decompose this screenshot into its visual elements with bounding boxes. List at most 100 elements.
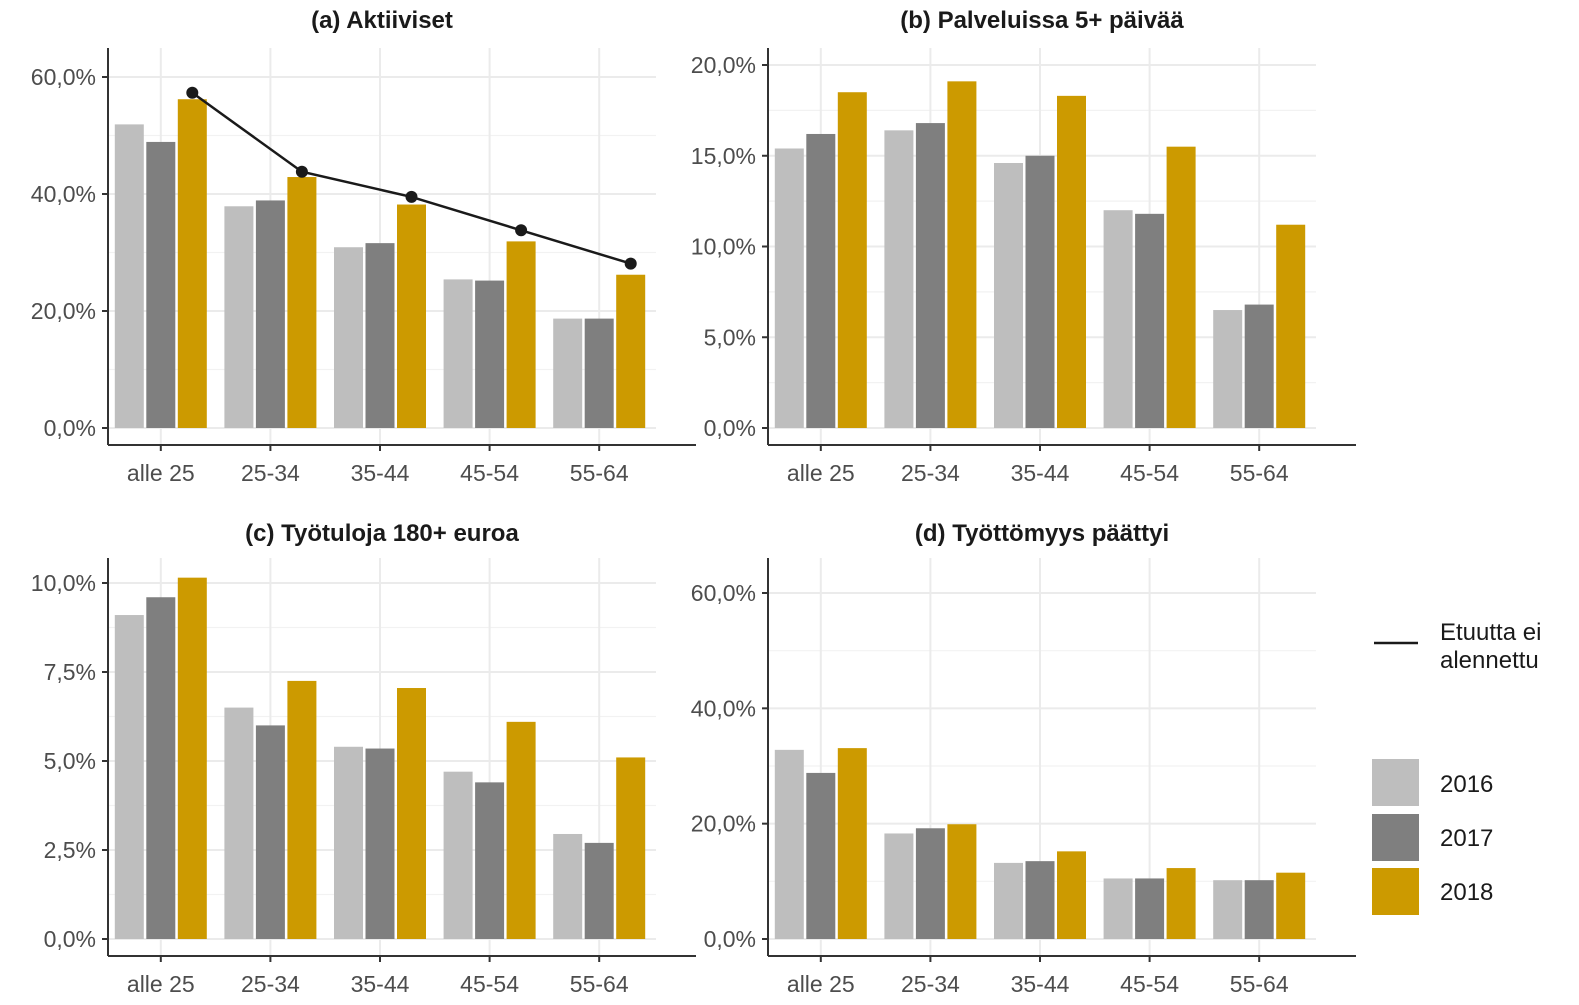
legend-swatch-2018 [1372, 868, 1419, 915]
x-tick-label: 45-54 [460, 971, 519, 997]
bar-c-2017-3 [475, 782, 505, 939]
x-tick-label: 35-44 [1011, 971, 1070, 997]
bar-d-2018-2 [1057, 851, 1086, 939]
panel-a-title: (a) Aktiiviset [311, 7, 453, 34]
panel-c-title: (c) Työtuloja 180+ euroa [245, 520, 519, 547]
bar-b-2018-4 [1276, 224, 1306, 428]
x-tick-label: 45-54 [1120, 971, 1179, 997]
x-tick-label: 55-64 [1230, 971, 1289, 997]
y-tick-label: 40,0% [691, 695, 756, 721]
bar-c-2018-3 [506, 721, 536, 939]
panel-b-title: (b) Palveluissa 5+ päivää [900, 7, 1184, 34]
bar-d-2016-1 [884, 833, 914, 939]
bar-a-2017-1 [255, 200, 285, 428]
bar-c-2017-4 [584, 842, 614, 939]
bar-a-2016-0 [114, 124, 144, 428]
bar-a-2018-1 [287, 177, 317, 428]
bar-c-2016-2 [334, 746, 363, 939]
bar-d-2016-0 [774, 749, 804, 939]
bar-c-2017-2 [365, 748, 395, 939]
x-tick-label: alle 25 [787, 460, 855, 486]
bar-a-2018-2 [397, 204, 426, 428]
panel-a: (a) Aktiiviset 0,0% 20,0% 40,0% 60,0% alle 25… [31, 7, 696, 486]
bar-d-2017-2 [1025, 861, 1055, 939]
y-tick-label: 15,0% [691, 143, 756, 169]
bar-d-2017-0 [806, 772, 836, 939]
bar-d-2017-4 [1244, 880, 1274, 939]
y-tick-label: 7,5% [44, 659, 96, 685]
legend: Etuutta ei alennettu 2016 2017 2018 [1372, 619, 1541, 915]
bar-b-2016-2 [994, 163, 1023, 428]
y-tick-label: 60,0% [691, 580, 756, 606]
bar-d-2016-3 [1103, 878, 1133, 939]
bar-c-2018-4 [616, 757, 646, 939]
y-tick-label: 5,0% [44, 748, 96, 774]
bar-b-2017-1 [915, 123, 945, 428]
bar-d-2018-0 [837, 748, 867, 939]
x-tick-label: 55-64 [1230, 460, 1289, 486]
panel-d-title: (d) Työttömyys päättyi [915, 520, 1169, 547]
y-tick-label: 0,0% [44, 926, 96, 952]
bar-a-2018-4 [616, 274, 646, 428]
x-tick-label: 25-34 [241, 460, 300, 486]
bar-a-2017-4 [584, 318, 614, 428]
x-tick-label: 25-34 [901, 460, 960, 486]
bar-b-2017-4 [1244, 304, 1274, 428]
bar-a-2016-3 [443, 279, 473, 428]
y-tick-label: 5,0% [704, 324, 756, 350]
legend-swatch-2016 [1372, 759, 1419, 806]
y-tick-label: 40,0% [31, 181, 96, 207]
y-tick-label: 10,0% [691, 234, 756, 260]
legend-swatch-2017 [1372, 814, 1419, 861]
x-tick-label: 35-44 [1011, 460, 1070, 486]
x-tick-label: 55-64 [570, 971, 629, 997]
legend-line-label-1: Etuutta ei [1440, 619, 1541, 646]
legend-label-2018: 2018 [1440, 879, 1493, 906]
x-tick-label: alle 25 [787, 971, 855, 997]
x-tick-label: 45-54 [460, 460, 519, 486]
x-tick-label: 35-44 [351, 971, 410, 997]
bar-d-2016-4 [1213, 880, 1243, 939]
y-tick-label: 20,0% [31, 298, 96, 324]
panel-c: (c) Työtuloja 180+ euroa 0,0% 2,5% 5,0% 7,5%… [31, 520, 696, 997]
bar-b-2016-0 [774, 148, 804, 429]
bar-d-2018-1 [947, 824, 977, 939]
bar-c-2017-0 [146, 597, 176, 939]
line-point-0 [186, 86, 199, 99]
bar-c-2017-1 [255, 725, 285, 939]
bar-a-2018-0 [177, 99, 207, 428]
bar-a-2016-1 [224, 206, 254, 428]
bar-c-2018-2 [397, 688, 426, 939]
y-tick-label: 0,0% [44, 415, 96, 441]
bar-b-2018-3 [1166, 146, 1196, 429]
line-point-2 [405, 190, 418, 203]
legend-label-2016: 2016 [1440, 771, 1493, 798]
bar-a-2016-4 [553, 318, 583, 428]
bar-a-2017-2 [365, 243, 395, 428]
x-tick-label: 55-64 [570, 460, 629, 486]
bar-c-2016-1 [224, 707, 254, 939]
legend-line-label-2: alennettu [1440, 647, 1539, 674]
y-tick-label: 2,5% [44, 837, 96, 863]
bar-a-2017-3 [475, 280, 505, 428]
x-tick-label: 35-44 [351, 460, 410, 486]
bar-d-2017-3 [1135, 878, 1165, 939]
bar-d-2018-4 [1276, 872, 1306, 939]
bar-b-2016-3 [1103, 210, 1133, 428]
bar-c-2016-3 [443, 771, 473, 939]
panel-b: (b) Palveluissa 5+ päivää 0,0% 5,0% 10,0% 15… [691, 7, 1356, 486]
bar-c-2016-0 [114, 615, 144, 939]
x-tick-label: alle 25 [127, 460, 195, 486]
bar-b-2016-1 [884, 130, 914, 428]
bar-c-2016-4 [553, 833, 583, 939]
bar-c-2018-1 [287, 680, 317, 939]
legend-label-2017: 2017 [1440, 825, 1493, 852]
y-tick-label: 60,0% [31, 64, 96, 90]
bar-b-2017-2 [1025, 155, 1055, 428]
y-tick-label: 10,0% [31, 570, 96, 596]
bar-b-2017-0 [806, 133, 836, 428]
bar-c-2018-0 [177, 577, 207, 939]
bar-d-2017-1 [915, 828, 945, 939]
bar-d-2016-2 [994, 862, 1023, 939]
